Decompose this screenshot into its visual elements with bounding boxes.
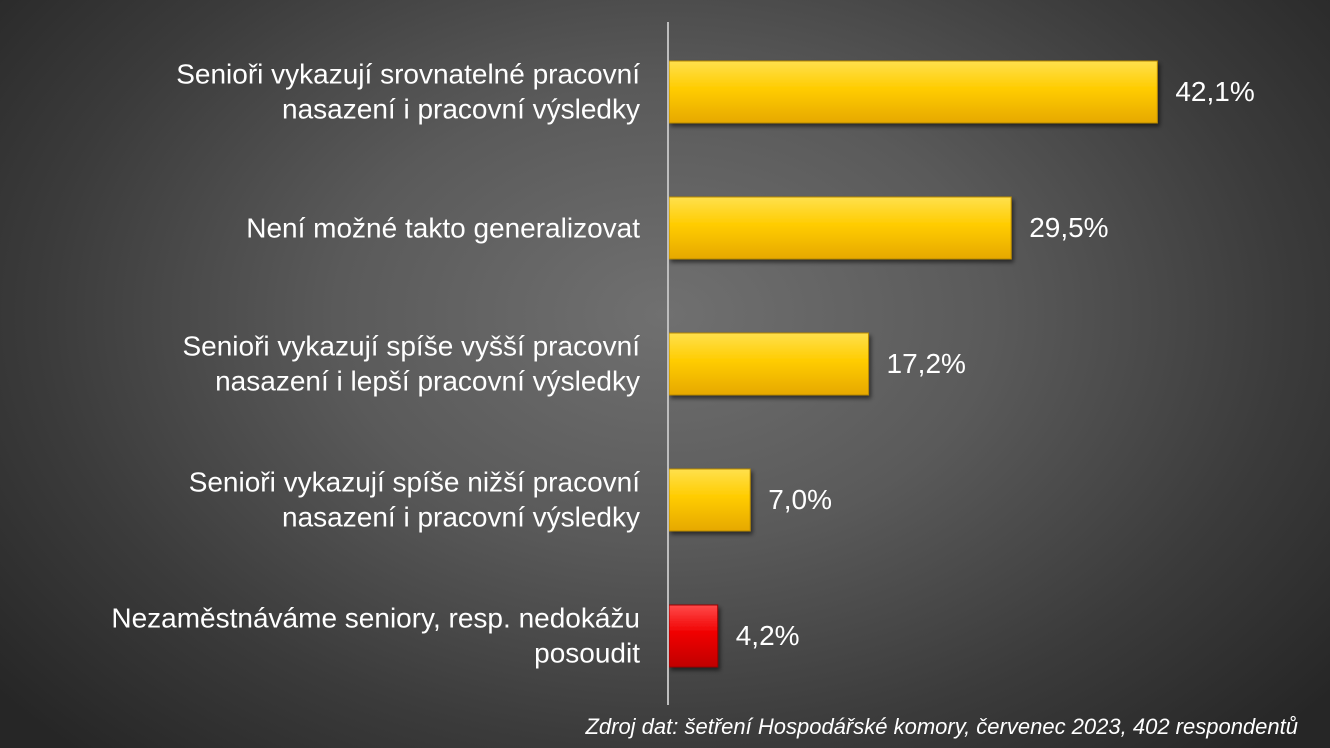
bar-5	[668, 604, 719, 668]
value-label-2: 29,5%	[1029, 212, 1109, 243]
value-label-4: 7,0%	[768, 484, 833, 515]
source-note: Zdroj dat: šetření Hospodářské komory, č…	[585, 714, 1298, 739]
category-label-1: Senioři vykazují srovnatelné pracovní na…	[176, 58, 640, 125]
value-label-5: 4,2%	[735, 620, 800, 651]
bar-2	[668, 196, 1012, 260]
bar-3	[668, 332, 870, 396]
category-label-5: Nezaměstnáváme seniory, resp. nedokážu p…	[111, 602, 640, 669]
category-label-3: Senioři vykazují spíše vyšší pracovní na…	[182, 330, 640, 397]
value-label-3: 17,2%	[886, 348, 966, 379]
value-label-1: 42,1%	[1175, 76, 1255, 107]
category-label-2: Není možné takto generalizovat	[246, 212, 640, 244]
bar-4	[668, 468, 751, 532]
bars	[668, 60, 1158, 668]
category-label-4: Senioři vykazují spíše nižší pracovní na…	[188, 466, 640, 533]
bar-1	[668, 60, 1158, 124]
